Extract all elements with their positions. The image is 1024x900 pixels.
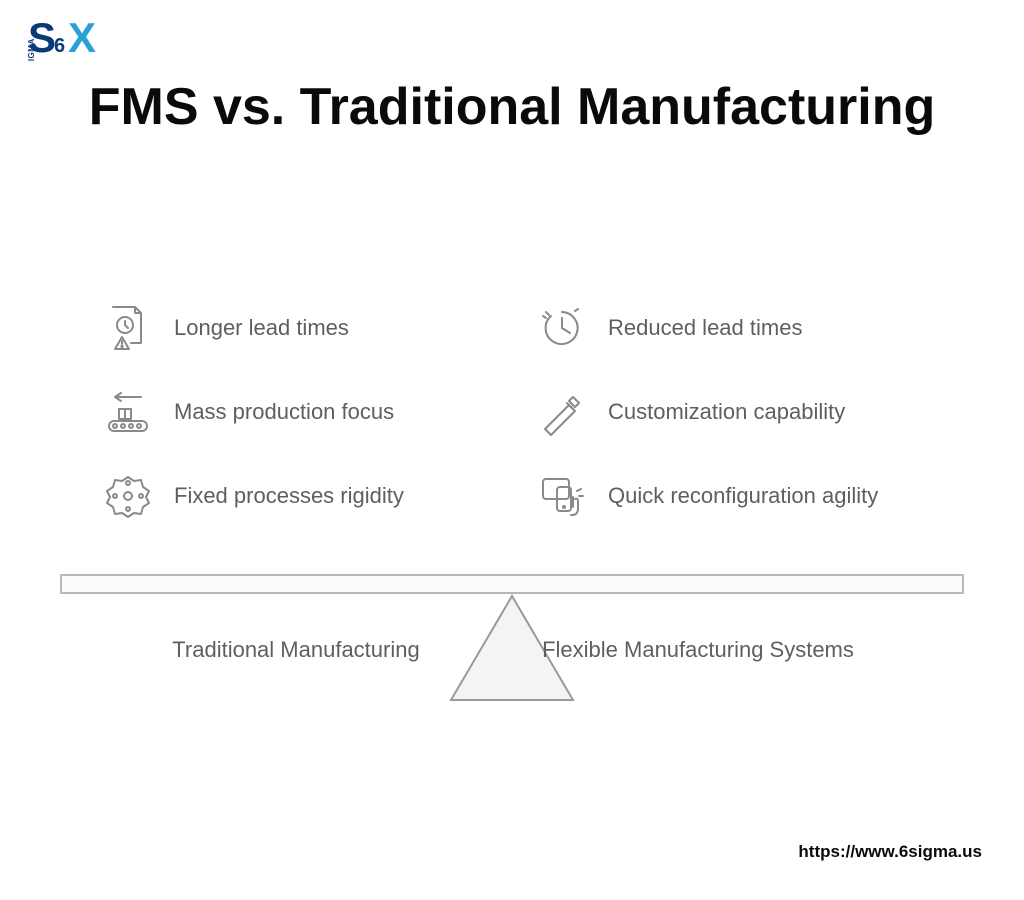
svg-text:SIGMA: SIGMA (28, 38, 36, 62)
infographic-root: { "type": "infographic", "canvas": { "wi… (0, 0, 1024, 900)
page-title: FMS vs. Traditional Manufacturing (0, 78, 1024, 136)
left-item-1: Mass production focus (100, 384, 490, 440)
left-item-1-label: Mass production focus (174, 398, 394, 426)
right-item-1: Customization capability (534, 384, 924, 440)
left-side-label: Traditional Manufacturing (166, 636, 426, 665)
right-item-1-label: Customization capability (608, 398, 845, 426)
chisel-icon (534, 384, 590, 440)
stopwatch-icon (534, 300, 590, 356)
right-side-label: Flexible Manufacturing Systems (538, 636, 858, 665)
left-column: Longer lead times Ma (100, 300, 490, 524)
conveyor-icon (100, 384, 156, 440)
left-item-2-label: Fixed processes rigidity (174, 482, 404, 510)
svg-text:X: X (68, 18, 96, 61)
title-text: FMS vs. Traditional Manufacturing (89, 78, 936, 136)
left-item-0: Longer lead times (100, 300, 490, 356)
right-column: Reduced lead times Customization capabil… (534, 300, 924, 524)
six-sigma-logo: S 6 X SIGMA (28, 18, 124, 67)
left-item-0-label: Longer lead times (174, 314, 349, 342)
side-labels: Traditional Manufacturing Flexible Manuf… (0, 636, 1024, 665)
balance-scale (60, 574, 964, 594)
clock-file-warning-icon (100, 300, 156, 356)
footer-url: https://www.6sigma.us (798, 842, 982, 862)
devices-tap-icon (534, 468, 590, 524)
left-item-2: Fixed processes rigidity (100, 468, 490, 524)
right-item-2-label: Quick reconfiguration agility (608, 482, 878, 510)
svg-text:6: 6 (54, 35, 65, 57)
right-item-2: Quick reconfiguration agility (534, 468, 924, 524)
right-item-0-label: Reduced lead times (608, 314, 802, 342)
balance-beam (60, 574, 964, 594)
comparison-columns: Longer lead times Ma (100, 300, 924, 524)
right-item-0: Reduced lead times (534, 300, 924, 356)
gear-badge-icon (100, 468, 156, 524)
